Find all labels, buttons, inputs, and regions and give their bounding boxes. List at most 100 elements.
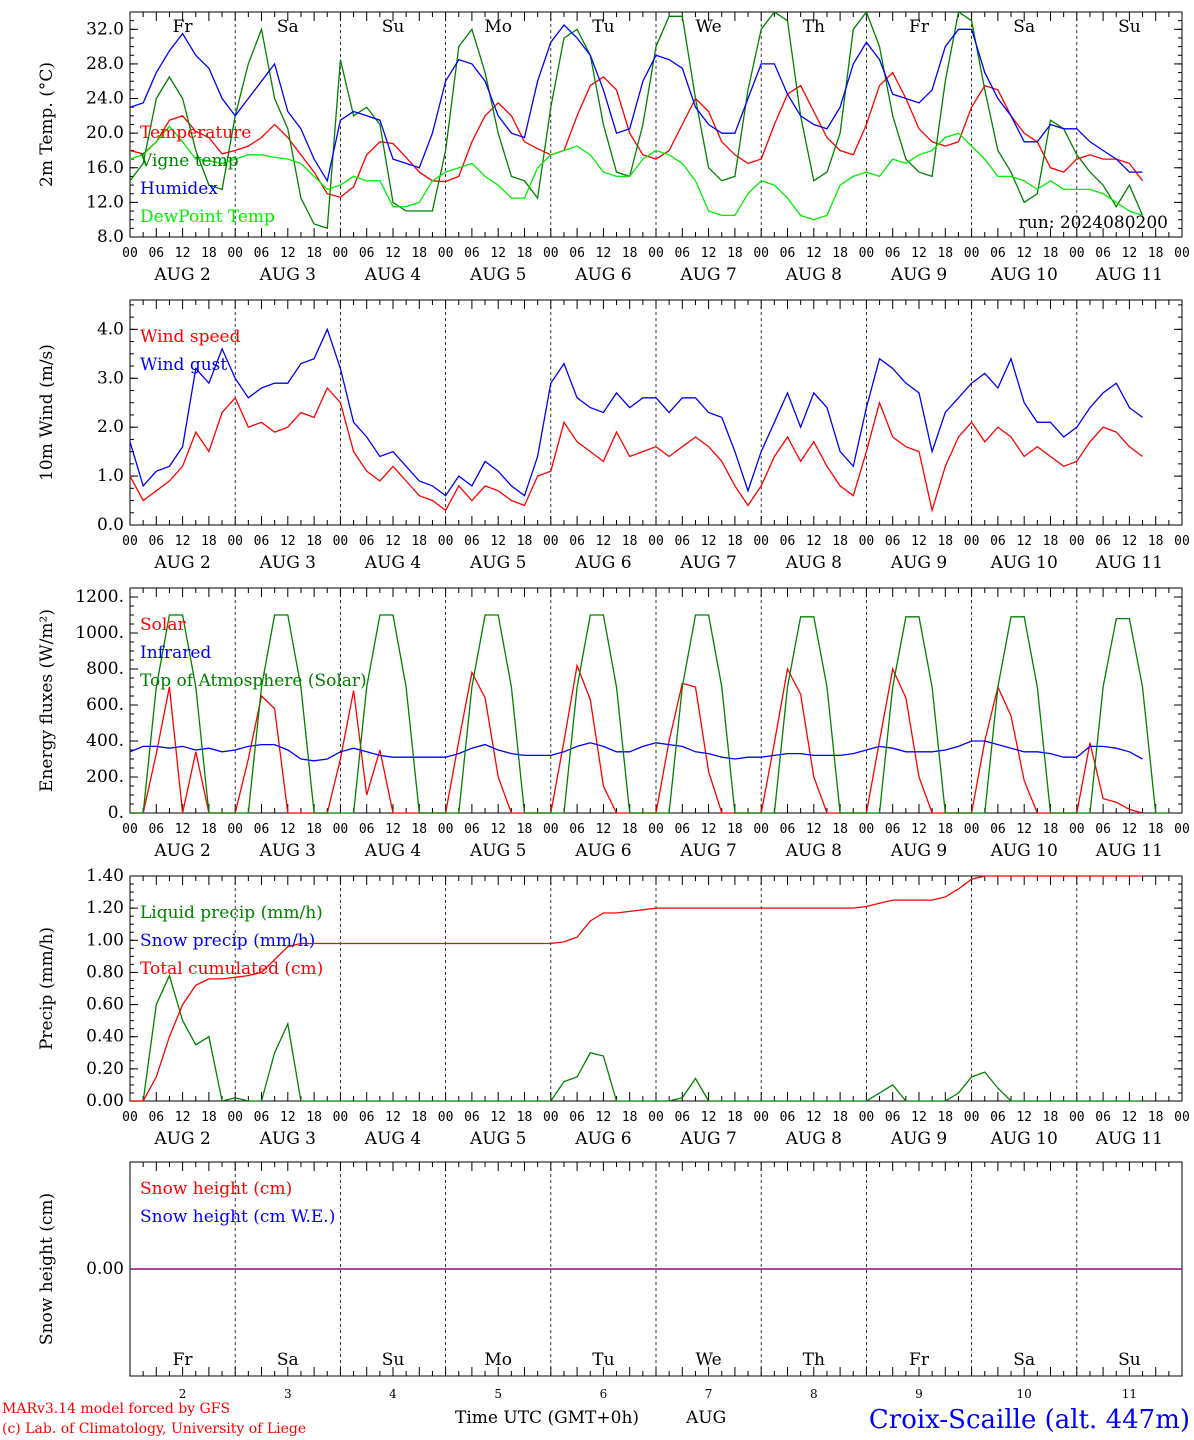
hour-tick-label: 00	[648, 822, 664, 837]
date-label: AUG 8	[785, 553, 842, 573]
hour-tick-label: 18	[937, 822, 953, 837]
hour-tick-label: 12	[280, 246, 296, 261]
hour-tick-label: 12	[701, 1110, 717, 1125]
y-tick-label: 0.00	[86, 1259, 124, 1279]
hour-tick-label: 00	[1069, 1110, 1085, 1125]
hour-tick-label: 00	[543, 534, 559, 549]
day-abbr-top: Fr	[909, 17, 930, 37]
hour-tick-label: 18	[727, 534, 743, 549]
hour-tick-label: 18	[1148, 822, 1164, 837]
date-label: AUG 2	[153, 553, 210, 573]
hour-tick-label: 00	[438, 822, 454, 837]
hour-tick-label: 00	[648, 246, 664, 261]
day-abbr-top: We	[696, 17, 722, 37]
hour-tick-label: 06	[674, 246, 690, 261]
day-number: 3	[284, 1387, 292, 1401]
y-tick-label: 12.0	[86, 192, 124, 212]
hour-tick-label: 12	[1122, 534, 1138, 549]
date-label: AUG 7	[679, 553, 736, 573]
day-abbr-top: Sa	[277, 17, 299, 37]
hour-tick-label: 00	[438, 1110, 454, 1125]
legend-entry: Wind gust	[140, 355, 227, 375]
day-abbr-top: Mo	[484, 17, 512, 37]
hour-tick-label: 18	[937, 534, 953, 549]
hour-tick-label: 00	[333, 534, 349, 549]
hour-tick-label: 18	[622, 246, 638, 261]
hour-tick-label: 12	[596, 246, 612, 261]
y-tick-label: 4.0	[97, 319, 124, 339]
legend-entry: Vigne temp	[139, 151, 239, 171]
legend-entry: Total cumulated (cm)	[140, 959, 323, 979]
hour-tick-label: 00	[753, 822, 769, 837]
date-label: AUG 6	[574, 841, 631, 861]
series-line-wind-speed	[129, 386, 1143, 513]
hour-tick-label: 06	[569, 822, 585, 837]
day-number: 5	[494, 1387, 502, 1401]
legend-entry: Wind speed	[140, 327, 241, 347]
y-tick-label: 28.0	[86, 54, 124, 74]
hour-tick-label: 06	[254, 534, 270, 549]
hour-tick-label: 06	[674, 822, 690, 837]
date-label: AUG 2	[153, 1129, 210, 1149]
hour-tick-label: 00	[648, 534, 664, 549]
date-label: AUG 10	[990, 1129, 1058, 1149]
date-label: AUG 8	[785, 841, 842, 861]
hour-tick-label: 12	[385, 822, 401, 837]
hour-tick-label: 00	[1069, 822, 1085, 837]
hour-tick-label: 12	[175, 534, 191, 549]
plot-frame	[129, 299, 1183, 526]
date-label: AUG 9	[890, 1129, 947, 1149]
date-label: AUG 9	[890, 265, 947, 285]
date-label: AUG 4	[364, 1129, 421, 1149]
legend-entry: Snow height (cm W.E.)	[140, 1207, 335, 1227]
credit-line-2: (c) Lab. of Climatology, University of L…	[2, 1421, 306, 1437]
hour-tick-label: 06	[1095, 1110, 1111, 1125]
hour-tick-label: 06	[885, 1110, 901, 1125]
date-label: AUG 3	[259, 265, 316, 285]
hour-tick-label: 00	[438, 246, 454, 261]
hour-tick-label: 18	[1043, 534, 1059, 549]
hour-tick-label: 18	[622, 534, 638, 549]
x-axis-title: Time UTC (GMT+0h)	[455, 1408, 639, 1428]
hour-tick-label: 06	[990, 1110, 1006, 1125]
hour-tick-label: 12	[596, 534, 612, 549]
hour-tick-label: 00	[333, 822, 349, 837]
hour-tick-label: 12	[911, 534, 927, 549]
date-label: AUG 6	[574, 265, 631, 285]
hour-tick-label: 00	[753, 534, 769, 549]
hour-tick-label: 06	[885, 246, 901, 261]
hour-tick-label: 00	[1174, 246, 1190, 261]
hour-tick-label: 18	[622, 1110, 638, 1125]
hour-tick-label: 06	[780, 534, 796, 549]
hour-tick-label: 00	[227, 1110, 243, 1125]
hour-tick-label: 00	[964, 246, 980, 261]
hour-tick-label: 12	[175, 1110, 191, 1125]
day-number: 10	[1017, 1387, 1032, 1401]
hour-tick-label: 06	[569, 1110, 585, 1125]
hour-tick-label: 18	[1148, 534, 1164, 549]
hour-tick-label: 06	[990, 246, 1006, 261]
y-tick-label: 0.80	[86, 962, 124, 982]
hour-tick-label: 00	[122, 1110, 138, 1125]
hour-tick-label: 18	[1043, 822, 1059, 837]
hour-tick-label: 00	[859, 1110, 875, 1125]
hour-tick-label: 18	[832, 246, 848, 261]
hour-tick-label: 18	[201, 1110, 217, 1125]
date-label: AUG 11	[1095, 265, 1163, 285]
hour-tick-label: 06	[148, 1110, 164, 1125]
hour-tick-label: 00	[648, 1110, 664, 1125]
day-abbr-top: Fr	[173, 17, 194, 37]
date-label: AUG 10	[990, 841, 1058, 861]
day-abbr-top: Su	[382, 17, 405, 37]
hour-tick-label: 12	[385, 1110, 401, 1125]
hour-tick-label: 00	[227, 534, 243, 549]
hour-tick-label: 00	[438, 534, 454, 549]
day-number: 4	[389, 1387, 397, 1401]
y-tick-label: 16.0	[86, 158, 124, 178]
hour-tick-label: 12	[490, 534, 506, 549]
date-label: AUG 10	[990, 265, 1058, 285]
hour-tick-label: 12	[280, 534, 296, 549]
date-label: AUG 7	[679, 265, 736, 285]
date-label: AUG 9	[890, 841, 947, 861]
hour-tick-label: 18	[306, 1110, 322, 1125]
